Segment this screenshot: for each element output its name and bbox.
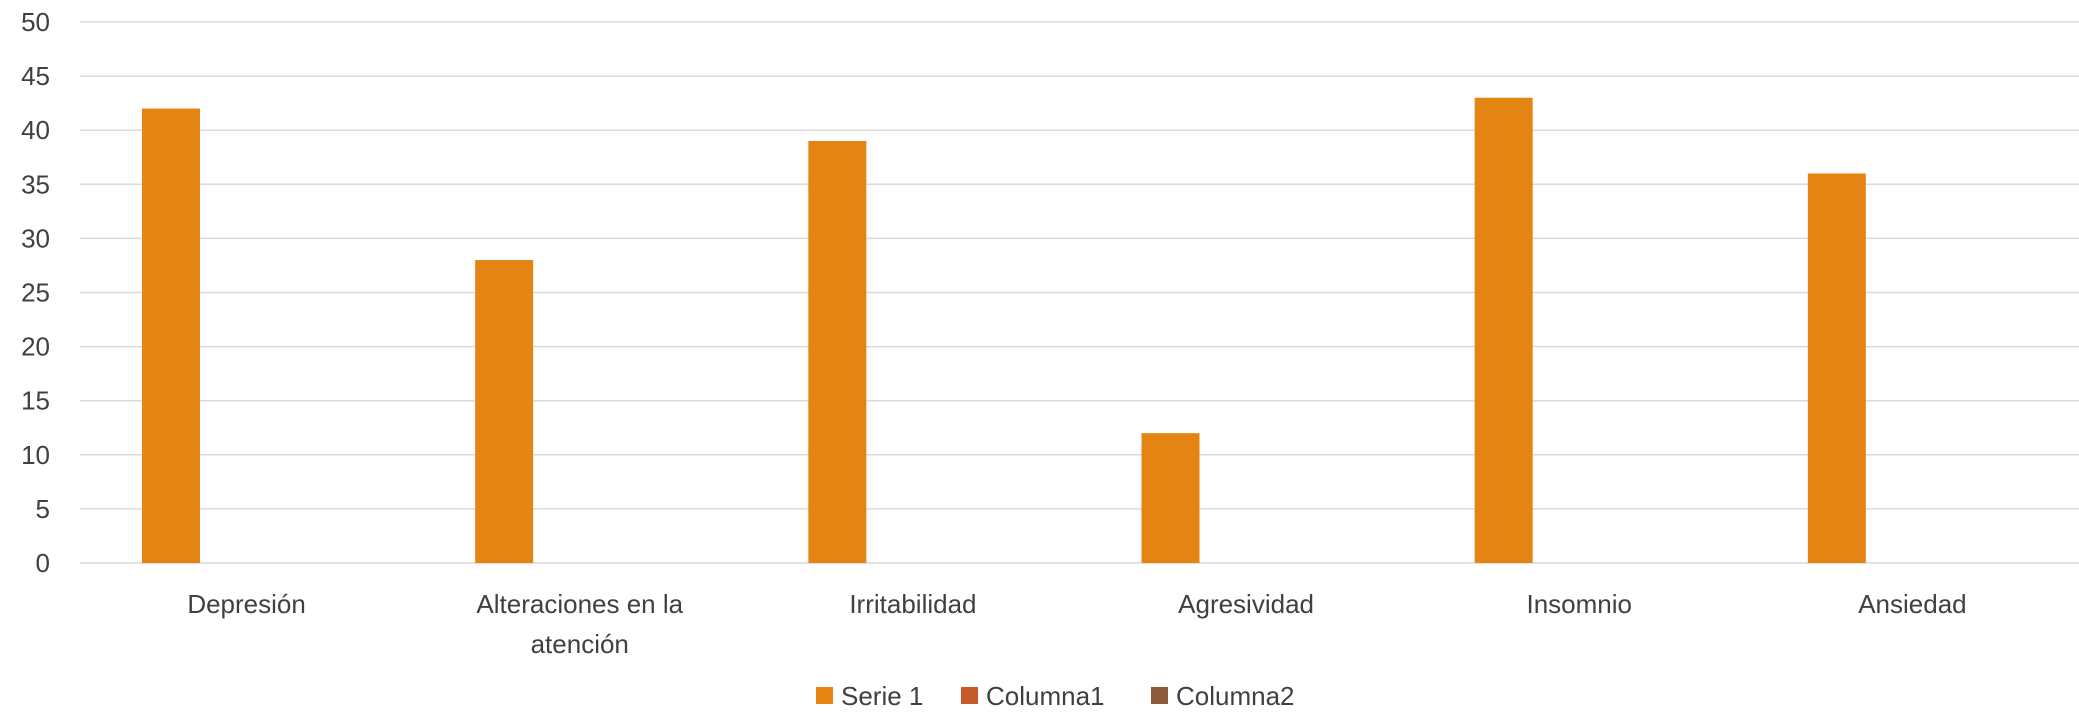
legend: Serie 1 Columna1 Columna2 <box>816 681 1295 711</box>
legend-swatch <box>961 687 978 704</box>
y-axis-tick-labels: 0 5 10 15 20 25 30 35 40 45 50 <box>21 7 50 578</box>
y-tick-label: 0 <box>36 548 50 578</box>
x-tick-label: Alteraciones en la <box>476 589 683 619</box>
bar-insomnio <box>1474 97 1533 564</box>
y-tick-label: 30 <box>21 223 50 253</box>
bar-alteraciones-en-la-atención <box>475 260 534 563</box>
x-tick-label: Insomnio <box>1527 589 1633 619</box>
y-tick-label: 15 <box>21 386 50 416</box>
bar-irritabilidad <box>808 141 867 563</box>
gridlines <box>80 21 2079 564</box>
y-tick-label: 45 <box>21 61 50 91</box>
bar-agresividad <box>1141 433 1200 563</box>
legend-item: Serie 1 <box>816 681 923 711</box>
y-tick-label: 35 <box>21 169 50 199</box>
y-tick-label: 5 <box>36 494 50 524</box>
y-tick-label: 25 <box>21 278 50 308</box>
y-tick-label: 10 <box>21 440 50 470</box>
y-tick-label: 40 <box>21 115 50 145</box>
bar-ansiedad <box>1807 173 1866 564</box>
legend-label: Columna2 <box>1176 681 1295 711</box>
y-tick-label: 20 <box>21 332 50 362</box>
y-tick-label: 50 <box>21 7 50 37</box>
bars <box>142 97 1866 564</box>
x-axis-tick-labels: Depresión Alteraciones en la atención Irrit… <box>187 589 1966 659</box>
legend-item: Columna1 <box>961 681 1105 711</box>
legend-swatch <box>1151 687 1168 704</box>
legend-swatch <box>816 687 833 704</box>
legend-label: Serie 1 <box>841 681 923 711</box>
x-tick-label: Depresión <box>187 589 306 619</box>
bar-depresión <box>142 108 200 563</box>
x-tick-label: Agresividad <box>1178 589 1314 619</box>
legend-item: Columna2 <box>1151 681 1295 711</box>
x-tick-label: atención <box>531 629 629 659</box>
x-tick-label: Irritabilidad <box>849 589 976 619</box>
legend-label: Columna1 <box>986 681 1105 711</box>
x-tick-label: Ansiedad <box>1858 589 1966 619</box>
